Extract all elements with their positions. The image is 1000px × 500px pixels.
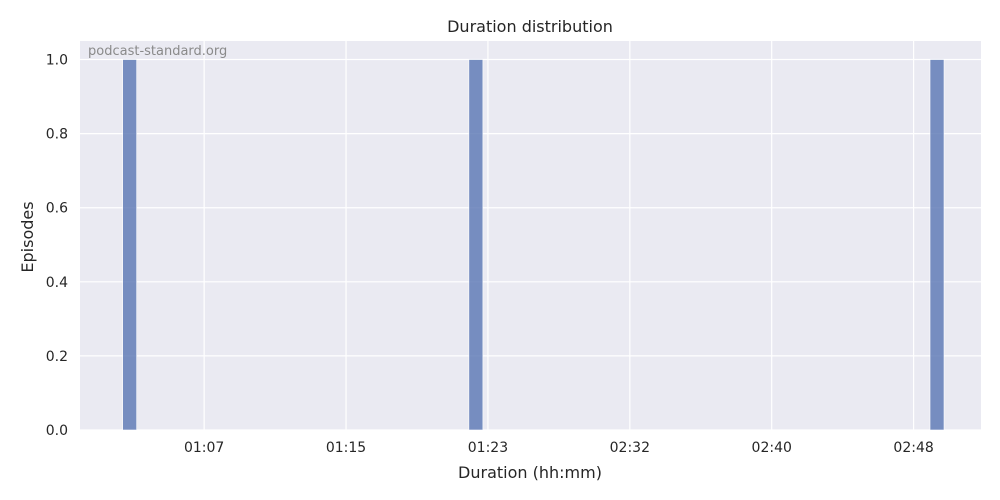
histogram-bar <box>468 59 484 431</box>
histogram-bar <box>122 59 137 431</box>
y-tick-label: 0.6 <box>46 201 68 217</box>
bars <box>122 59 945 431</box>
chart-title: Duration distribution <box>447 17 613 36</box>
y-tick-label: 0.2 <box>46 349 68 365</box>
x-tick-label: 02:40 <box>752 440 792 456</box>
y-axis-ticks: 0.0 0.2 0.4 0.6 0.8 1.0 <box>46 53 68 439</box>
x-tick-label: 01:23 <box>468 440 508 456</box>
x-axis-ticks: 01:07 01:15 01:23 02:32 02:40 02:48 <box>184 440 934 456</box>
histogram-bar <box>929 59 945 431</box>
y-tick-label: 0.4 <box>46 275 68 291</box>
x-tick-label: 01:15 <box>326 440 366 456</box>
x-tick-label: 02:32 <box>610 440 650 456</box>
plot-area <box>80 41 981 430</box>
y-tick-label: 1.0 <box>46 53 68 69</box>
y-tick-label: 0.0 <box>46 423 68 439</box>
y-axis-label: Episodes <box>18 201 37 272</box>
x-axis-label: Duration (hh:mm) <box>458 463 602 482</box>
x-tick-label: 02:48 <box>893 440 933 456</box>
grid-lines <box>80 41 981 431</box>
y-tick-label: 0.8 <box>46 127 68 143</box>
watermark-text: podcast-standard.org <box>88 44 227 59</box>
x-tick-label: 01:07 <box>184 440 224 456</box>
